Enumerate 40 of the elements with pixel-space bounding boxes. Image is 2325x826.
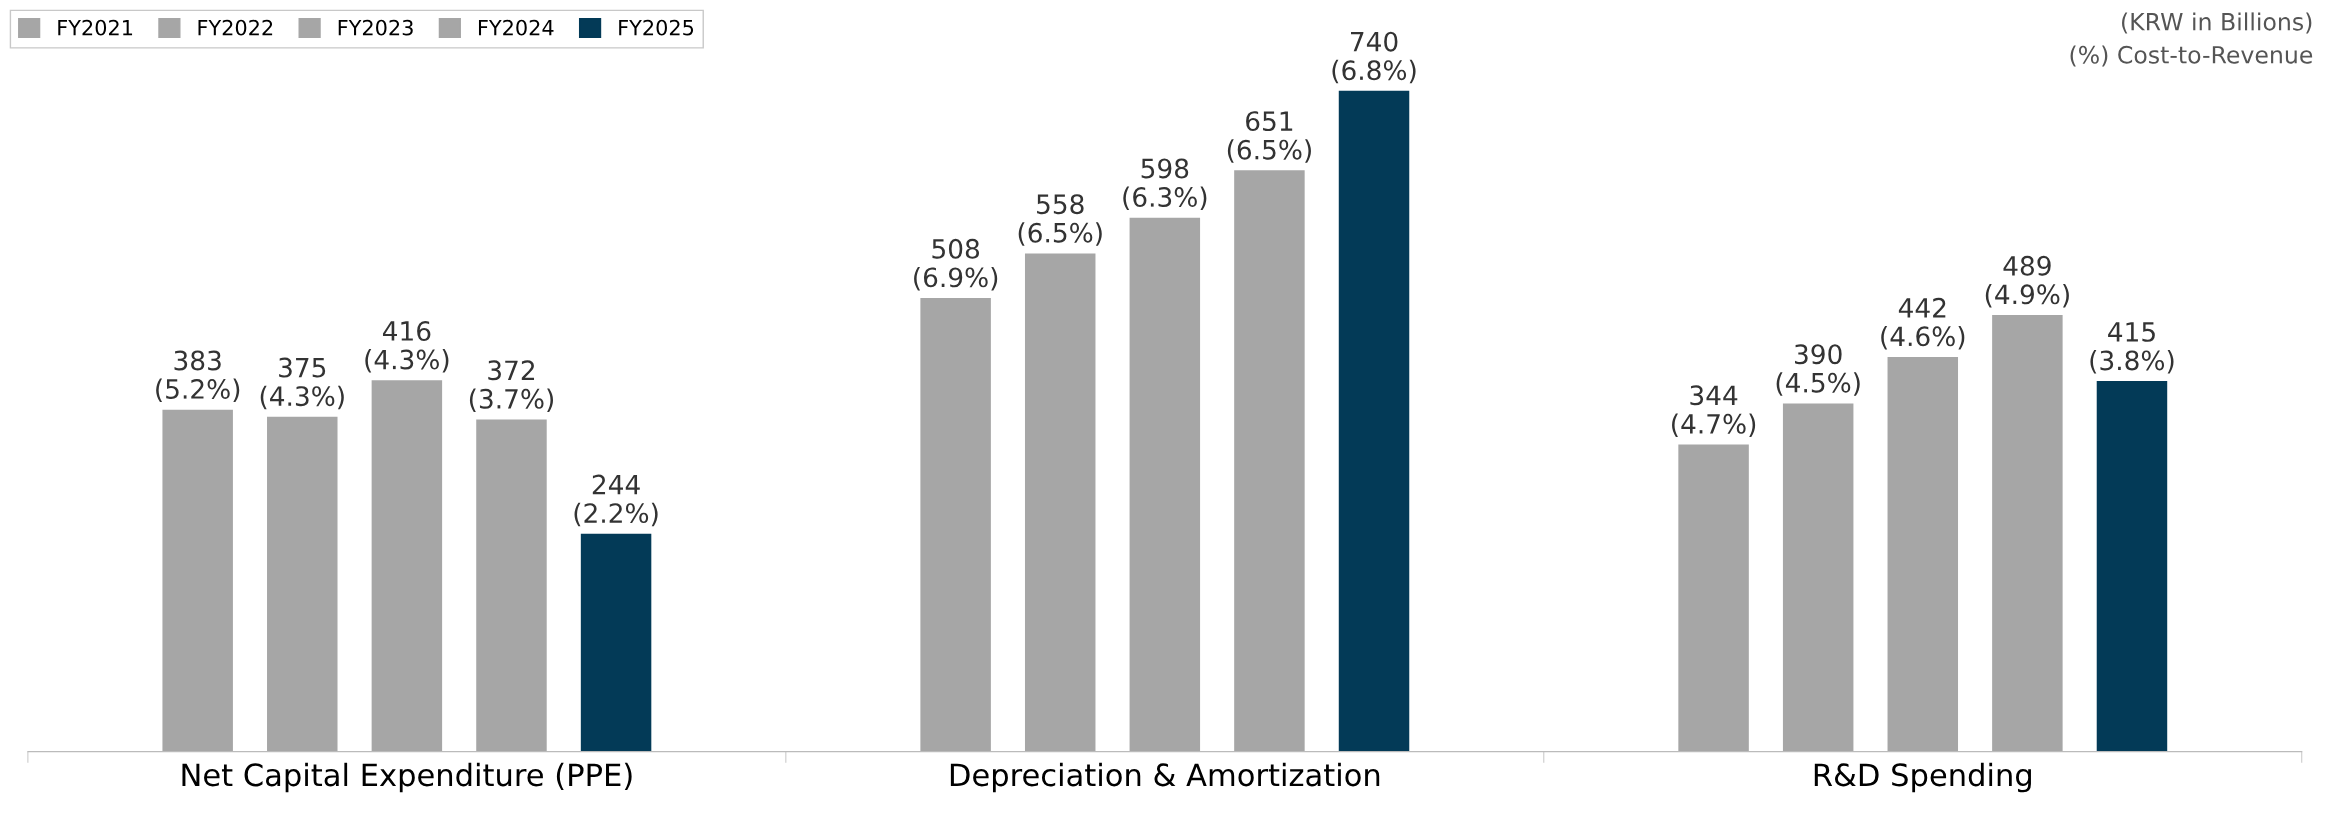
data-label: 558 (6.5%)	[1018, 194, 1102, 246]
data-label: 651 (6.5%)	[1227, 111, 1311, 163]
text: (%) Cost-to-Revenue	[2070, 45, 2313, 67]
data-label: 375 (4.3%)	[260, 357, 344, 410]
bar	[1129, 217, 1201, 752]
data-label: 372 (3.7%)	[469, 360, 554, 412]
data-label: 344 (4.7%)	[1672, 385, 1756, 437]
bar	[1338, 90, 1410, 752]
data-label: 383 (5.2%)	[156, 350, 240, 403]
bar	[1678, 444, 1749, 752]
legend-label: FY2021	[58, 19, 133, 36]
bar	[1782, 403, 1854, 752]
x-tick-label: Depreciation & Amortization	[950, 762, 1380, 793]
bar	[1024, 253, 1096, 752]
bar	[371, 380, 443, 752]
legend-label: FY2024	[478, 19, 554, 36]
data-label: 244 (2.2%)	[574, 474, 658, 527]
data-label: 740 (6.8%)	[1332, 31, 1416, 84]
data-label: 442 (4.6%)	[1881, 297, 1965, 350]
bar	[1887, 356, 1959, 752]
bar	[580, 533, 652, 752]
bar	[476, 419, 547, 752]
data-label: 508 (6.9%)	[914, 238, 998, 291]
data-label: 416 (4.3%)	[365, 321, 449, 373]
bar	[267, 416, 338, 752]
legend-label: FY2025	[619, 19, 694, 36]
legend-label: FY2022	[198, 19, 273, 36]
data-label: 489 (4.9%)	[1985, 255, 2069, 308]
bar	[1992, 315, 2063, 752]
data-label: 598 (6.3%)	[1123, 158, 1207, 211]
bar	[1234, 170, 1305, 752]
bar	[920, 298, 991, 752]
data-label: 415 (3.8%)	[2090, 322, 2174, 374]
bar	[162, 409, 233, 752]
bar	[2096, 381, 2168, 752]
data-label: 390 (4.5%)	[1776, 344, 1860, 396]
x-tick-label: R&D Spending	[1814, 762, 2031, 793]
legend-label: FY2023	[338, 19, 413, 36]
text: (KRW in Billions)	[2122, 12, 2312, 34]
x-tick-label: Net Capital Expenditure (PPE)	[182, 762, 632, 793]
